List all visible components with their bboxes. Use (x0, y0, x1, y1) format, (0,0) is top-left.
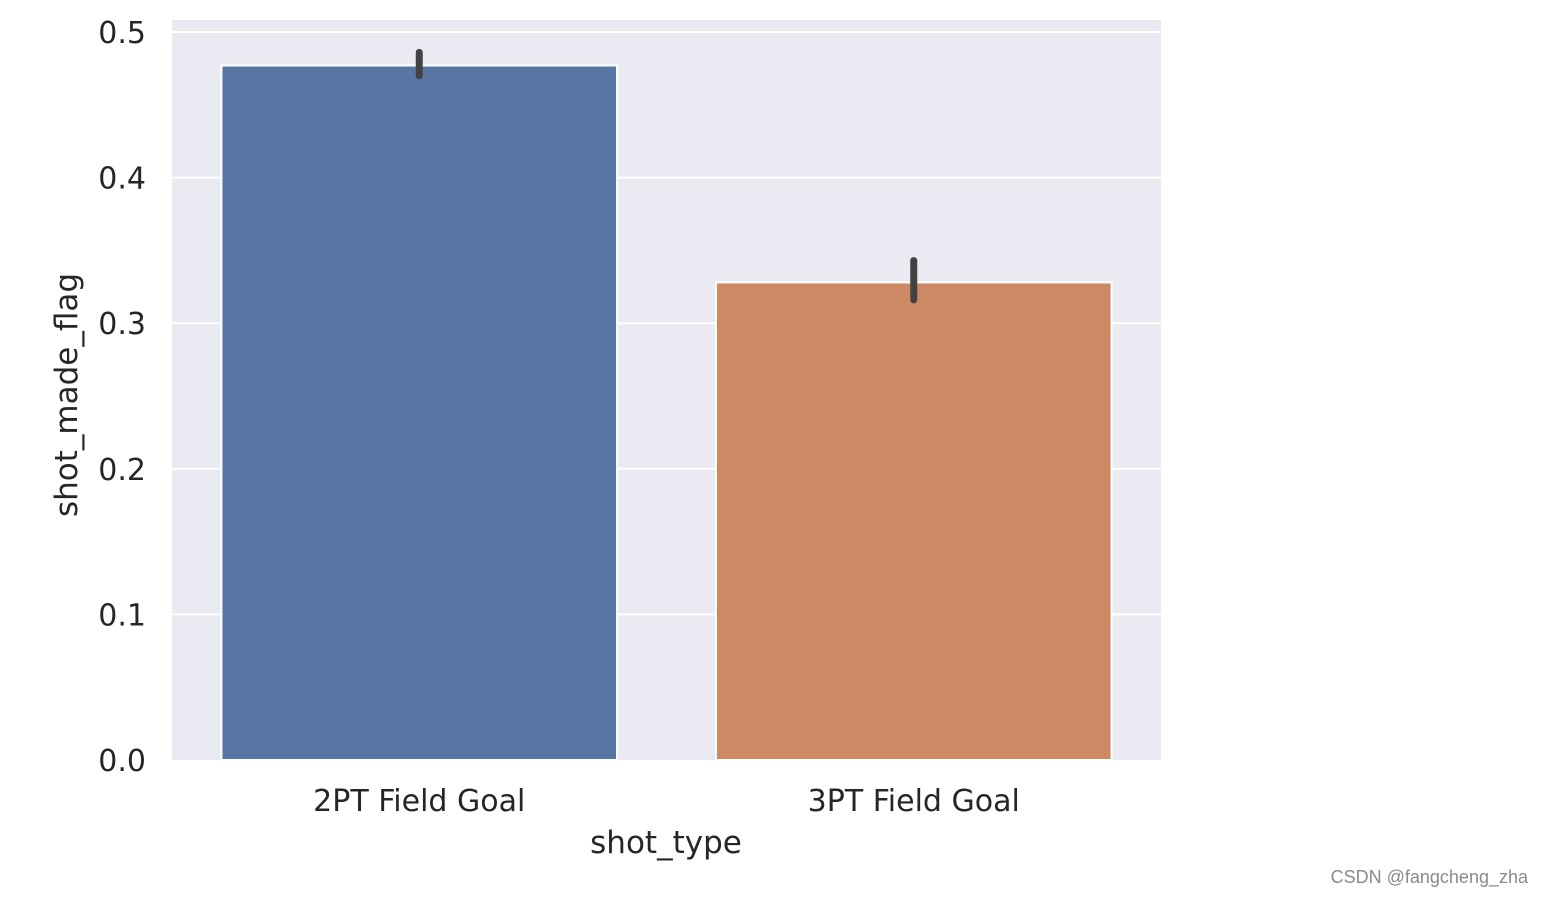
x-axis-label: shot_type (590, 825, 742, 861)
y-tick-label: 0.5 (98, 16, 146, 51)
x-tick-labels: 2PT Field Goal 3PT Field Goal (313, 784, 1020, 819)
y-axis-label: shot_made_flag (49, 273, 85, 517)
y-tick-label: 0.2 (98, 453, 146, 488)
error-bars (415, 48, 918, 304)
x-tick-label: 2PT Field Goal (313, 784, 525, 819)
y-tick-labels: 0.0 0.1 0.2 0.3 0.4 0.5 (98, 16, 146, 779)
bar (714, 281, 1113, 761)
x-tick-label: 3PT Field Goal (808, 784, 1020, 819)
y-tick-label: 0.4 (98, 162, 146, 197)
watermark-text: CSDN @fangcheng_zha (1330, 867, 1528, 887)
y-tick-label: 0.0 (98, 744, 146, 779)
y-tick-label: 0.1 (98, 598, 146, 633)
bar (220, 64, 619, 762)
y-tick-label: 0.3 (98, 307, 146, 342)
bars (220, 64, 1113, 762)
